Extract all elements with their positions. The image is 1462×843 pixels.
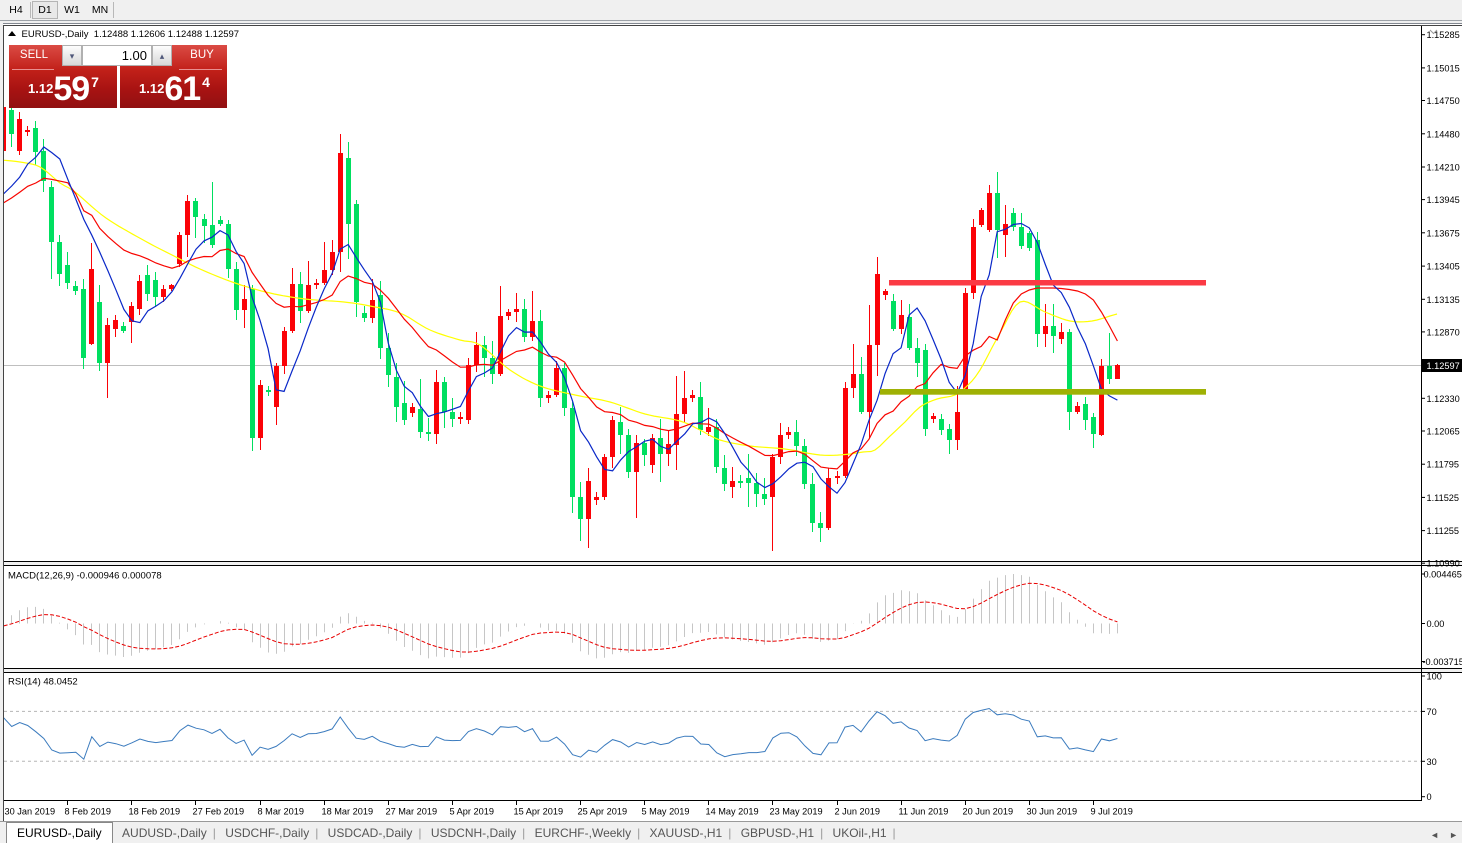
svg-text:-0.003715: -0.003715	[1423, 657, 1462, 667]
svg-text:27 Mar 2019: 27 Mar 2019	[386, 807, 438, 817]
svg-text:1.15015: 1.15015	[1427, 63, 1460, 73]
svg-text:70: 70	[1427, 707, 1437, 717]
svg-text:20 Jun 2019: 20 Jun 2019	[963, 807, 1014, 817]
svg-text:14 May 2019: 14 May 2019	[706, 807, 759, 817]
svg-text:5 Apr 2019: 5 Apr 2019	[450, 807, 494, 817]
svg-text:23 May 2019: 23 May 2019	[770, 807, 823, 817]
svg-text:1.12330: 1.12330	[1427, 394, 1460, 404]
svg-text:1.12597: 1.12597	[1427, 361, 1460, 371]
svg-text:1.15285: 1.15285	[1427, 30, 1460, 40]
svg-text:100: 100	[1427, 672, 1442, 682]
svg-text:1.10990: 1.10990	[1427, 559, 1460, 569]
svg-text:EURUSD-,Daily 1.12488 1.12606: EURUSD-,Daily 1.12488 1.12606 1.12488 1.…	[22, 29, 240, 40]
svg-text:0.00: 0.00	[1427, 619, 1445, 629]
svg-text:1.14210: 1.14210	[1427, 163, 1460, 173]
svg-text:1.14480: 1.14480	[1427, 129, 1460, 139]
svg-text:1.12065: 1.12065	[1427, 427, 1460, 437]
svg-text:1.11255: 1.11255	[1427, 526, 1460, 536]
svg-text:1.13405: 1.13405	[1427, 262, 1460, 272]
svg-text:0.004465: 0.004465	[1424, 570, 1462, 580]
svg-text:8 Mar 2019: 8 Mar 2019	[258, 807, 304, 817]
svg-text:1.13945: 1.13945	[1427, 195, 1460, 205]
svg-text:8 Feb 2019: 8 Feb 2019	[65, 807, 112, 817]
svg-text:1.13135: 1.13135	[1427, 295, 1460, 305]
svg-text:5 May 2019: 5 May 2019	[642, 807, 690, 817]
svg-text:0: 0	[1427, 792, 1432, 802]
svg-text:1.13675: 1.13675	[1427, 228, 1460, 238]
svg-text:30 Jan 2019: 30 Jan 2019	[5, 807, 56, 817]
svg-text:MACD(12,26,9) -0.000946 0.0000: MACD(12,26,9) -0.000946 0.000078	[8, 571, 162, 582]
svg-text:9 Jul 2019: 9 Jul 2019	[1091, 807, 1133, 817]
svg-text:11 Jun 2019: 11 Jun 2019	[899, 807, 949, 817]
svg-text:1.14750: 1.14750	[1427, 96, 1460, 106]
svg-text:15 Apr 2019: 15 Apr 2019	[514, 807, 564, 817]
svg-text:1.12870: 1.12870	[1427, 327, 1460, 337]
svg-text:18 Feb 2019: 18 Feb 2019	[129, 807, 181, 817]
svg-text:18 Mar 2019: 18 Mar 2019	[322, 807, 374, 817]
svg-text:30 Jun 2019: 30 Jun 2019	[1027, 807, 1078, 817]
svg-text:1.11795: 1.11795	[1427, 460, 1460, 470]
svg-text:RSI(14) 48.0452: RSI(14) 48.0452	[8, 677, 78, 688]
svg-text:1.11525: 1.11525	[1427, 493, 1460, 503]
svg-text:2 Jun 2019: 2 Jun 2019	[835, 807, 880, 817]
svg-text:25 Apr 2019: 25 Apr 2019	[578, 807, 628, 817]
svg-text:27 Feb 2019: 27 Feb 2019	[193, 807, 245, 817]
svg-text:30: 30	[1427, 757, 1437, 767]
